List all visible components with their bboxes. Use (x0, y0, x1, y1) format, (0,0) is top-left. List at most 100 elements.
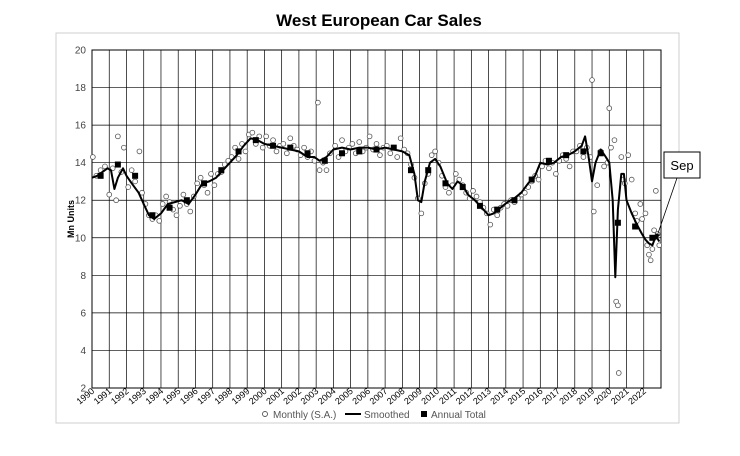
monthly-point (639, 216, 645, 222)
monthly-point (589, 77, 595, 83)
monthly-point (235, 156, 242, 162)
x-tick-label: 2002 (281, 386, 303, 407)
y-axis-label: Mn Units (66, 200, 76, 238)
legend-monthly-label: Monthly (S.A.) (273, 410, 336, 421)
annual-marker (407, 167, 414, 174)
y-tick-label: 12 (75, 196, 87, 207)
monthly-point (535, 176, 542, 183)
annual-marker (235, 148, 242, 155)
x-tick-labels: 1990199119921993199419951996199719981999… (75, 386, 649, 407)
y-tick-label: 4 (80, 346, 86, 357)
monthly-point (608, 144, 614, 151)
y-tick-label: 14 (75, 158, 87, 169)
monthly-point (606, 105, 613, 112)
monthly-point (128, 167, 135, 173)
monthly-point (349, 141, 356, 147)
monthly-point (316, 167, 323, 173)
annual-marker (649, 234, 656, 241)
monthly-point (356, 139, 363, 145)
monthly-point (394, 154, 400, 160)
callout-box (663, 151, 701, 179)
monthly-point (387, 150, 394, 157)
callout-arrow (655, 177, 678, 240)
x-tick-label: 2015 (506, 386, 528, 407)
plot-area-border (91, 49, 662, 389)
y-tick-label: 8 (80, 271, 86, 282)
callout-label: Sep (670, 158, 693, 173)
x-tick-label: 1997 (195, 386, 217, 407)
x-tick-label: 2004 (316, 386, 338, 407)
monthly-point (615, 302, 621, 309)
x-tick-label: 1994 (143, 386, 165, 407)
monthly-point (197, 174, 204, 181)
series-layer (90, 77, 663, 376)
legend-smoothed-label: Smoothed (364, 410, 410, 421)
monthly-point (470, 188, 476, 194)
monthly-point (418, 210, 425, 217)
monthly-point (373, 141, 380, 147)
annual-marker (632, 223, 639, 230)
annual-marker (580, 148, 587, 155)
monthly-point (90, 154, 96, 160)
x-tick-label: 2013 (471, 386, 493, 407)
x-tick-label: 1998 (212, 386, 234, 407)
callout-arrowhead (655, 233, 661, 240)
monthly-point (263, 133, 269, 140)
x-tick-label: 2014 (488, 386, 510, 407)
monthly-point (611, 137, 618, 143)
monthly-point (397, 135, 404, 142)
annual-marker (132, 172, 139, 179)
x-tick-label: 2022 (626, 386, 648, 407)
monthly-point (311, 157, 318, 164)
monthly-point (553, 171, 559, 177)
monthly-point (204, 189, 211, 196)
x-tick-label: 2000 (247, 386, 269, 407)
legend: Monthly (S.A.) Smoothed Annual Total (262, 410, 486, 421)
monthly-point (653, 188, 659, 194)
monthly-point (121, 144, 127, 151)
y-tick-labels: 2 4 6 8 10 12 14 16 18 20 (75, 46, 87, 395)
monthly-point (125, 184, 132, 190)
annual-marker (425, 167, 432, 174)
annual-marker (614, 219, 621, 226)
monthly-point (432, 148, 438, 155)
annual-marker (442, 180, 449, 187)
annual-marker (287, 144, 294, 151)
monthly-point (656, 242, 663, 249)
monthly-point (287, 135, 294, 142)
monthly-point (211, 182, 218, 189)
monthly-point (249, 129, 256, 136)
x-tick-label: 1995 (161, 386, 183, 407)
monthly-point (270, 137, 276, 143)
monthly-series (90, 77, 663, 376)
monthly-point (618, 154, 625, 160)
x-tick-label: 2021 (609, 386, 631, 407)
y-tick-label: 20 (75, 46, 87, 57)
annual-marker (494, 206, 501, 213)
monthly-point (194, 180, 200, 187)
monthly-point (156, 218, 163, 224)
x-tick-label: 2018 (557, 386, 579, 407)
y-tick-label: 6 (80, 308, 86, 319)
sep-callout: Sep (655, 151, 701, 240)
monthly-point (280, 141, 287, 147)
annual-marker (166, 204, 173, 211)
legend-monthly-marker (262, 411, 268, 417)
monthly-point (377, 152, 383, 158)
annual-marker (356, 148, 363, 155)
monthly-point (301, 144, 307, 151)
monthly-point (159, 201, 166, 207)
monthly-point (566, 163, 573, 170)
annual-marker (545, 157, 552, 164)
monthly-point (113, 197, 119, 204)
x-tick-label: 2019 (575, 386, 597, 407)
grid-lines (91, 49, 661, 389)
monthly-point (590, 208, 597, 215)
annual-marker (476, 202, 483, 209)
monthly-point (259, 144, 266, 151)
x-tick-label: 1991 (92, 386, 114, 407)
monthly-point (637, 201, 644, 207)
x-tick-label: 1996 (178, 386, 200, 407)
annual-marker (390, 144, 397, 151)
